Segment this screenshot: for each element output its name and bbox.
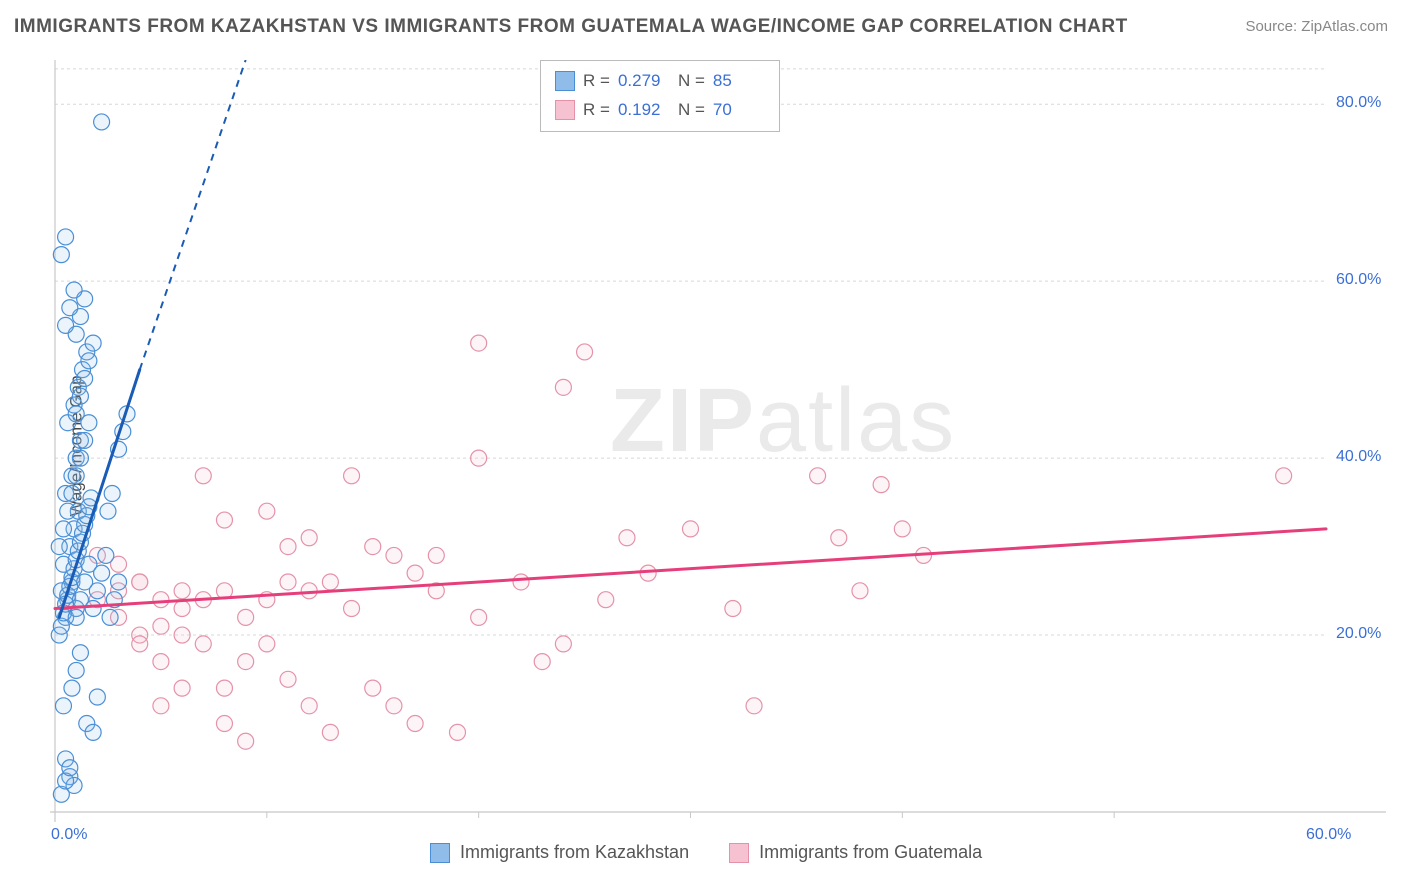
swatch-kazakhstan-bottom: [430, 843, 450, 863]
swatch-guatemala-bottom: [729, 843, 749, 863]
y-tick-label: 60.0%: [1336, 271, 1381, 289]
r-value-guatemala: 0.192: [618, 96, 670, 125]
y-tick-label: 20.0%: [1336, 625, 1381, 643]
chart-container: IMMIGRANTS FROM KAZAKHSTAN VS IMMIGRANTS…: [0, 0, 1406, 892]
n-value-kazakhstan: 85: [713, 67, 765, 96]
r-label: R =: [583, 67, 610, 96]
scatter-plot-svg: [50, 60, 1386, 822]
n-label: N =: [678, 96, 705, 125]
x-tick-label: 60.0%: [1306, 826, 1351, 844]
r-value-kazakhstan: 0.279: [618, 67, 670, 96]
legend-stats-box: R = 0.279 N = 85 R = 0.192 N = 70: [540, 60, 780, 132]
y-tick-label: 40.0%: [1336, 448, 1381, 466]
x-tick-label: 0.0%: [51, 826, 87, 844]
swatch-kazakhstan: [555, 71, 575, 91]
chart-title: IMMIGRANTS FROM KAZAKHSTAN VS IMMIGRANTS…: [14, 16, 1128, 38]
legend-row-guatemala: R = 0.192 N = 70: [555, 96, 765, 125]
legend-series: Immigrants from Kazakhstan Immigrants fr…: [430, 842, 982, 863]
n-value-guatemala: 70: [713, 96, 765, 125]
y-tick-label: 80.0%: [1336, 94, 1381, 112]
r-label: R =: [583, 96, 610, 125]
plot-area: ZIPatlas R = 0.279 N = 85 R = 0.192 N = …: [50, 60, 1386, 822]
legend-item-kazakhstan: Immigrants from Kazakhstan: [430, 842, 689, 863]
n-label: N =: [678, 67, 705, 96]
legend-item-guatemala: Immigrants from Guatemala: [729, 842, 982, 863]
source-attribution: Source: ZipAtlas.com: [1245, 18, 1388, 35]
swatch-guatemala: [555, 100, 575, 120]
legend-label-kazakhstan: Immigrants from Kazakhstan: [460, 842, 689, 863]
legend-label-guatemala: Immigrants from Guatemala: [759, 842, 982, 863]
legend-row-kazakhstan: R = 0.279 N = 85: [555, 67, 765, 96]
